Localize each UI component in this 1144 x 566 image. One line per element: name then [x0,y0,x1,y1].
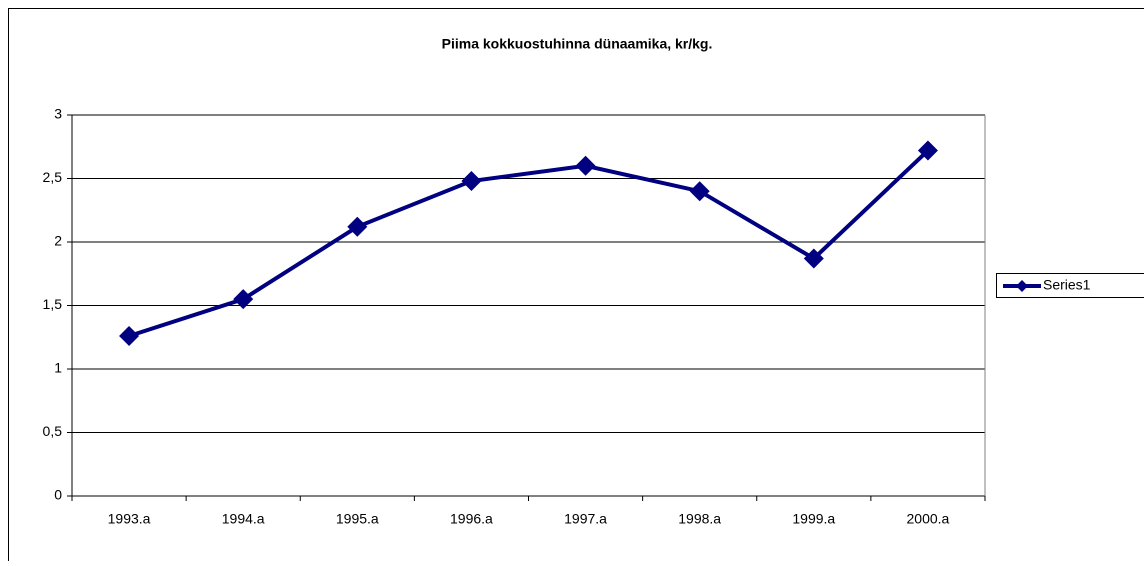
y-tick-label: 2,5 [43,169,63,185]
y-tick-label: 0,5 [43,423,63,439]
chart-title: Piima kokkuostuhinna dünaamika, kr/kg. [442,36,713,52]
x-tick-label: 2000.a [907,511,950,527]
x-tick-label: 1994.a [222,511,265,527]
x-tick-label: 1996.a [450,511,493,527]
legend-label: Series1 [1043,277,1091,293]
y-tick-label: 3 [54,106,62,122]
x-tick-label: 1999.a [792,511,835,527]
x-tick-label: 1998.a [678,511,721,527]
y-tick-label: 2 [54,233,62,249]
x-tick-label: 1995.a [336,511,379,527]
x-tick-label: 1997.a [564,511,607,527]
chart-frame [9,9,1144,562]
y-tick-label: 1 [54,360,62,376]
y-tick-label: 0 [54,487,62,503]
y-tick-label: 1,5 [43,296,63,312]
x-tick-label: 1993.a [108,511,151,527]
